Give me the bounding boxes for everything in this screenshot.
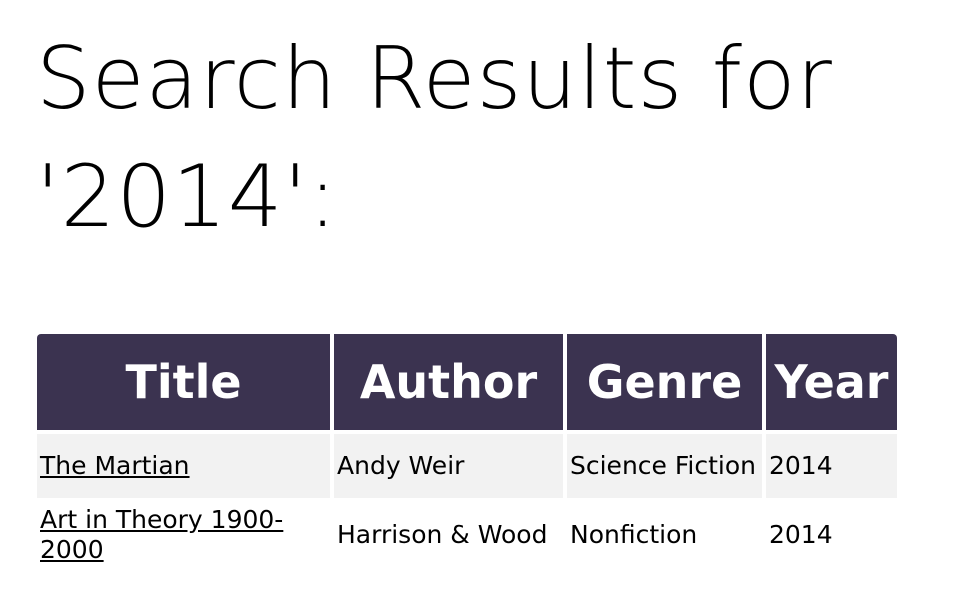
table-row: The Martian Andy Weir Science Fiction 20… <box>37 434 897 498</box>
page-title: Search Results for '2014': <box>36 29 833 247</box>
column-header-author: Author <box>334 334 563 430</box>
column-header-genre: Genre <box>567 334 762 430</box>
column-header-title: Title <box>37 334 330 430</box>
results-table: Title Author Genre Year The Martian Andy… <box>33 330 901 572</box>
author-cell: Harrison & Wood <box>334 502 563 568</box>
table-header-row: Title Author Genre Year <box>37 334 897 430</box>
table-row: Art in Theory 1900-2000 Harrison & Wood … <box>37 502 897 568</box>
author-cell: Andy Weir <box>334 434 563 498</box>
year-cell: 2014 <box>766 502 897 568</box>
title-cell: The Martian <box>37 434 330 498</box>
column-header-year: Year <box>766 334 897 430</box>
genre-cell: Nonfiction <box>567 502 762 568</box>
title-cell: Art in Theory 1900-2000 <box>37 502 330 568</box>
book-title-link[interactable]: The Martian <box>40 451 190 480</box>
genre-cell: Science Fiction <box>567 434 762 498</box>
year-cell: 2014 <box>766 434 897 498</box>
book-title-link[interactable]: Art in Theory 1900-2000 <box>40 505 284 564</box>
